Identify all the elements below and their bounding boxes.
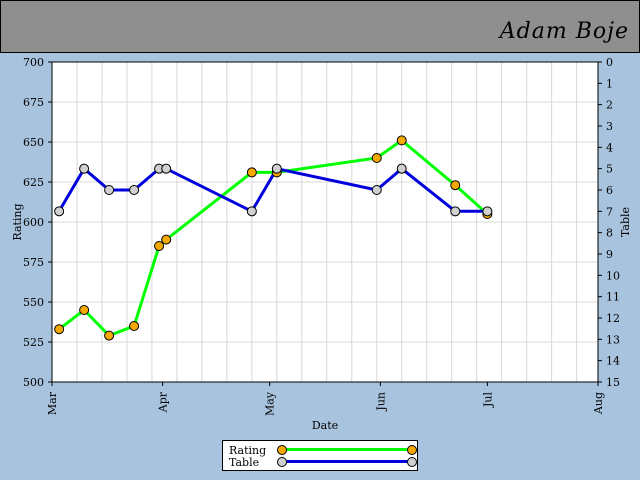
header-bar: Adam Boje: [0, 0, 640, 53]
legend-marker-rating: [277, 445, 287, 455]
y-tick-label: 600: [23, 216, 44, 229]
data-point-rating: [129, 321, 140, 331]
y-axis-label: Rating: [11, 203, 24, 240]
y2-tick-label: 5: [606, 163, 613, 176]
legend-label-rating: Rating: [229, 444, 267, 457]
x-tick-label: Apr: [157, 391, 170, 413]
data-point-rating: [79, 305, 90, 315]
data-point-table: [54, 206, 65, 217]
x-tick-label: Aug: [592, 392, 605, 415]
legend-marker-table: [407, 457, 417, 467]
data-point-table: [396, 163, 407, 174]
data-point-rating: [154, 241, 165, 251]
data-point-rating: [371, 153, 382, 163]
y2-tick-label: 8: [606, 227, 613, 240]
y-tick-label: 650: [23, 136, 44, 149]
y2-tick-label: 3: [606, 120, 613, 133]
data-point-table: [129, 185, 140, 195]
legend-item-rating: Rating: [229, 444, 417, 457]
y-tick-label: 675: [23, 96, 44, 109]
x-axis-label: Date: [312, 419, 338, 432]
legend: Rating Table: [222, 440, 418, 471]
y2-tick-label: 15: [606, 376, 620, 389]
legend-item-table: Table: [229, 456, 417, 469]
legend-swatch-table: [277, 457, 417, 467]
legend-marker-rating: [407, 445, 417, 455]
y2-tick-label: 13: [606, 333, 620, 346]
data-point-rating: [54, 324, 65, 335]
legend-marker-table: [277, 457, 287, 467]
y2-tick-label: 12: [606, 312, 620, 325]
y-tick-label: 500: [23, 376, 44, 389]
y2-tick-label: 9: [606, 248, 613, 261]
y2-tick-label: 7: [606, 205, 613, 218]
series-line-rating: [58, 138, 489, 338]
header-name: Adam Boje: [499, 19, 629, 44]
data-point-table: [104, 185, 115, 195]
y2-tick-label: 4: [606, 141, 613, 154]
y-tick-label: 525: [23, 336, 44, 349]
data-point-table: [79, 163, 90, 174]
data-point-table: [371, 185, 382, 195]
x-tick-label: Jun: [374, 392, 387, 412]
y2-axis-label: Table: [619, 207, 632, 237]
x-tick-label: May: [264, 391, 277, 416]
legend-swatch-rating: [277, 445, 417, 455]
y-tick-label: 625: [23, 176, 44, 189]
x-tick-label: Mar: [46, 391, 59, 415]
data-point-rating: [450, 180, 461, 191]
y2-tick-label: 6: [606, 184, 613, 197]
data-point-table: [482, 206, 493, 217]
y-tick-label: 550: [23, 296, 44, 309]
y-tick-label: 575: [23, 256, 44, 269]
data-point-rating: [104, 330, 115, 341]
y2-tick-label: 1: [606, 77, 613, 90]
y-tick-label: 700: [23, 56, 44, 69]
y2-tick-label: 2: [606, 99, 613, 112]
y2-tick-label: 11: [606, 291, 620, 304]
legend-label-table: Table: [229, 456, 260, 469]
data-point-rating: [246, 167, 257, 178]
data-point-table: [450, 206, 461, 217]
data-point-rating: [161, 234, 172, 245]
y2-tick-label: 10: [606, 269, 620, 282]
data-point-table: [161, 163, 172, 174]
data-point-rating: [396, 135, 407, 146]
y2-tick-label: 0: [606, 56, 613, 69]
data-point-table: [271, 163, 282, 174]
series-line-table: [57, 166, 488, 214]
y2-tick-label: 14: [606, 355, 620, 368]
x-tick-label: Jul: [481, 392, 494, 408]
data-point-table: [246, 206, 257, 217]
